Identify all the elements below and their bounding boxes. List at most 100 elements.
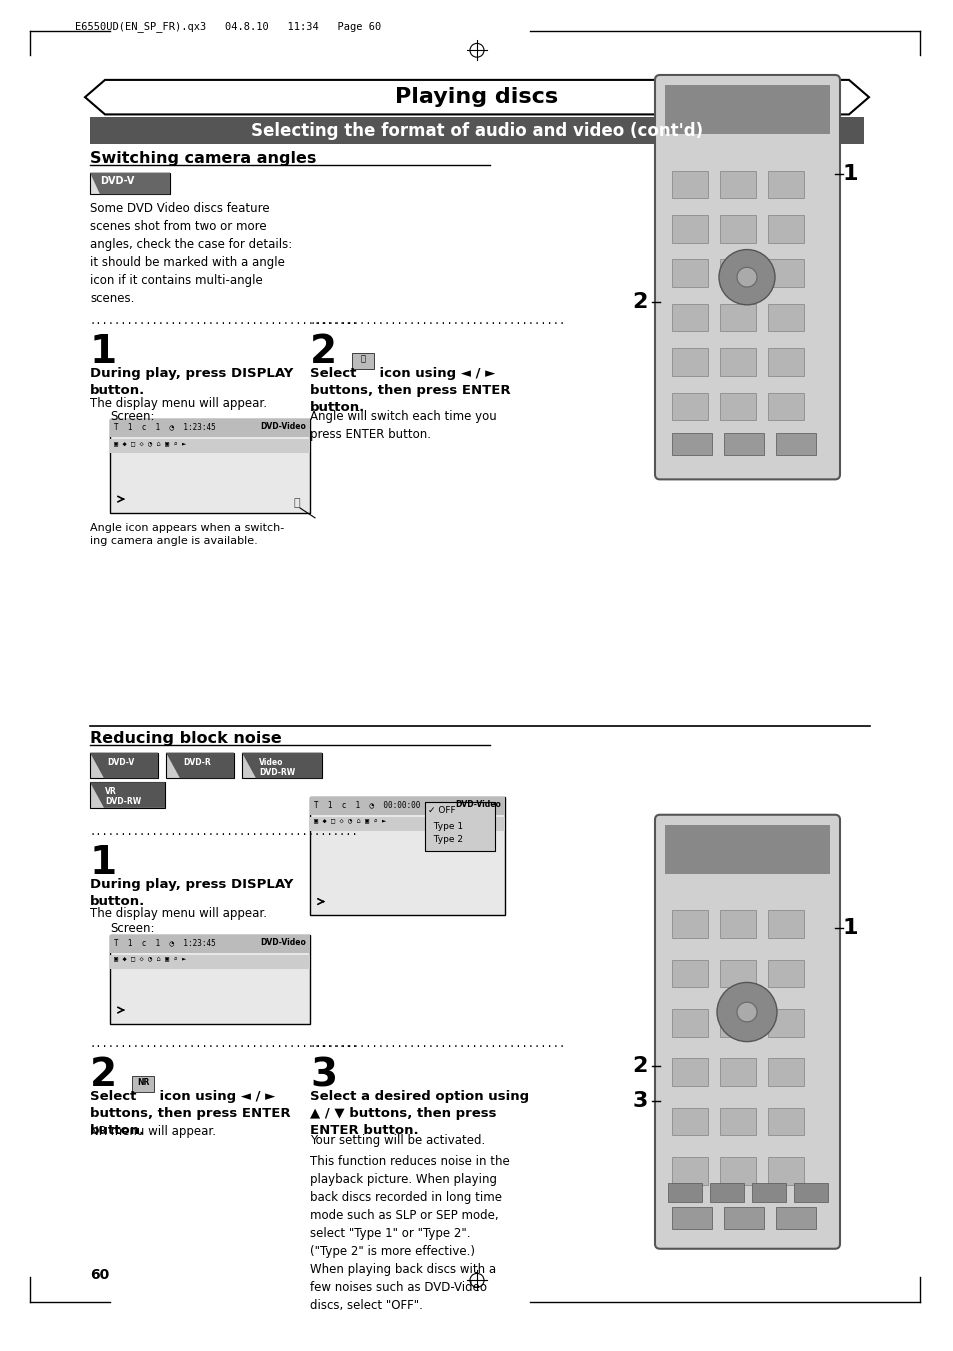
Bar	[720, 959, 755, 988]
Bar	[720, 304, 755, 331]
Text: DVD-V: DVD-V	[100, 176, 134, 185]
Bar	[793, 1182, 827, 1202]
Text: 1: 1	[842, 919, 858, 938]
Bar	[310, 797, 504, 916]
Bar	[767, 170, 803, 199]
Bar	[767, 911, 803, 938]
Text: T  1  c  1  ◔  1:23:45: T 1 c 1 ◔ 1:23:45	[113, 938, 215, 947]
Text: ✓ OFF: ✓ OFF	[428, 807, 456, 815]
Bar	[671, 1208, 711, 1229]
Bar	[242, 753, 322, 778]
Text: E6550UD(EN_SP_FR).qx3   04.8.10   11:34   Page 60: E6550UD(EN_SP_FR).qx3 04.8.10 11:34 Page…	[75, 20, 381, 31]
Text: Select a desired option using
▲ / ▼ buttons, then press
ENTER button.: Select a desired option using ▲ / ▼ butt…	[310, 1090, 529, 1138]
Bar	[720, 911, 755, 938]
Bar	[110, 419, 310, 436]
Bar	[110, 935, 310, 952]
Polygon shape	[90, 782, 165, 808]
Text: 3: 3	[310, 1056, 336, 1094]
Text: Video
DVD-RW: Video DVD-RW	[258, 758, 294, 777]
Text: .........................................: ........................................…	[310, 1039, 566, 1048]
Bar	[720, 1058, 755, 1086]
Text: During play, press DISPLAY
button.: During play, press DISPLAY button.	[90, 367, 294, 397]
Bar	[767, 215, 803, 243]
Bar	[671, 304, 707, 331]
Text: 2: 2	[632, 292, 647, 312]
Text: Angle icon appears when a switch-
ing camera angle is available.: Angle icon appears when a switch- ing ca…	[90, 523, 284, 546]
Bar	[110, 439, 310, 453]
Bar	[775, 1208, 815, 1229]
Bar	[767, 393, 803, 420]
Text: 1: 1	[90, 334, 117, 372]
Bar	[671, 215, 707, 243]
Bar	[767, 959, 803, 988]
Text: Select     icon using ◄ / ►
buttons, then press ENTER
button.: Select icon using ◄ / ► buttons, then pr…	[310, 367, 510, 413]
Bar	[767, 304, 803, 331]
Text: NR menu will appear.: NR menu will appear.	[90, 1125, 215, 1139]
Bar	[767, 349, 803, 376]
Text: NR: NR	[136, 1078, 149, 1086]
Text: This function reduces noise in the
playback picture. When playing
back discs rec: This function reduces noise in the playb…	[310, 1155, 509, 1312]
Text: T  1  c  1  ◔  00:00:00: T 1 c 1 ◔ 00:00:00	[314, 800, 420, 809]
Bar	[671, 911, 707, 938]
Bar	[671, 1108, 707, 1135]
Bar	[671, 1058, 707, 1086]
Text: Type 1: Type 1	[428, 821, 462, 831]
Text: Playing discs: Playing discs	[395, 88, 558, 107]
Bar	[90, 782, 165, 808]
Text: 2: 2	[90, 1056, 117, 1094]
Bar	[671, 259, 707, 286]
Bar	[110, 935, 310, 1024]
Bar	[720, 215, 755, 243]
Bar	[671, 170, 707, 199]
Bar	[720, 349, 755, 376]
Bar	[723, 1208, 763, 1229]
Bar	[720, 1156, 755, 1185]
Bar	[90, 118, 863, 145]
Bar	[667, 1182, 701, 1202]
Text: ▣ ◆ □ ◇ ◔ ⌂ ▣ ⌕ ►: ▣ ◆ □ ◇ ◔ ⌂ ▣ ⌕ ►	[113, 440, 186, 447]
Text: 1: 1	[842, 163, 858, 184]
Text: Type 2: Type 2	[428, 835, 462, 844]
Bar	[751, 1182, 785, 1202]
Bar	[132, 1077, 153, 1092]
Text: DVD-V: DVD-V	[107, 758, 134, 766]
Circle shape	[719, 250, 774, 305]
Bar	[767, 1058, 803, 1086]
Circle shape	[737, 1002, 757, 1021]
Polygon shape	[166, 753, 233, 778]
Bar	[720, 170, 755, 199]
Bar	[767, 259, 803, 286]
Text: Selecting the format of audio and video (cont'd): Selecting the format of audio and video …	[251, 122, 702, 139]
Text: Reducing block noise: Reducing block noise	[90, 731, 281, 746]
Text: Select     icon using ◄ / ►
buttons, then press ENTER
button.: Select icon using ◄ / ► buttons, then pr…	[90, 1090, 291, 1138]
Text: DVD-R: DVD-R	[183, 758, 211, 766]
Bar	[671, 349, 707, 376]
Bar	[424, 802, 495, 851]
Text: DVD-Video: DVD-Video	[260, 422, 306, 431]
Bar	[720, 393, 755, 420]
FancyBboxPatch shape	[655, 74, 840, 480]
Bar	[671, 1156, 707, 1185]
Bar	[671, 393, 707, 420]
Text: 3: 3	[632, 1090, 647, 1111]
Text: 🎥: 🎥	[360, 354, 365, 363]
Text: DVD-Video: DVD-Video	[455, 800, 500, 809]
Bar	[775, 434, 815, 455]
Text: DVD-Video: DVD-Video	[260, 938, 306, 947]
Text: Switching camera angles: Switching camera angles	[90, 151, 316, 166]
Text: Some DVD Video discs feature
scenes shot from two or more
angles, check the case: Some DVD Video discs feature scenes shot…	[90, 203, 292, 305]
Bar	[720, 1108, 755, 1135]
Text: ▣ ◆ □ ◇ ◔ ⌂ ▣ ⌕ ►: ▣ ◆ □ ◇ ◔ ⌂ ▣ ⌕ ►	[314, 819, 386, 824]
Text: The display menu will appear.: The display menu will appear.	[90, 397, 267, 409]
Polygon shape	[90, 753, 158, 778]
Bar	[720, 1009, 755, 1036]
Circle shape	[717, 982, 776, 1042]
Text: Screen:: Screen:	[110, 923, 154, 935]
Polygon shape	[242, 753, 322, 778]
Text: 60: 60	[90, 1269, 110, 1282]
Text: 🎥: 🎥	[294, 499, 299, 508]
Bar	[166, 753, 233, 778]
Text: 2: 2	[632, 1056, 647, 1077]
Text: The display menu will appear.: The display menu will appear.	[90, 908, 267, 920]
Bar	[664, 824, 829, 874]
